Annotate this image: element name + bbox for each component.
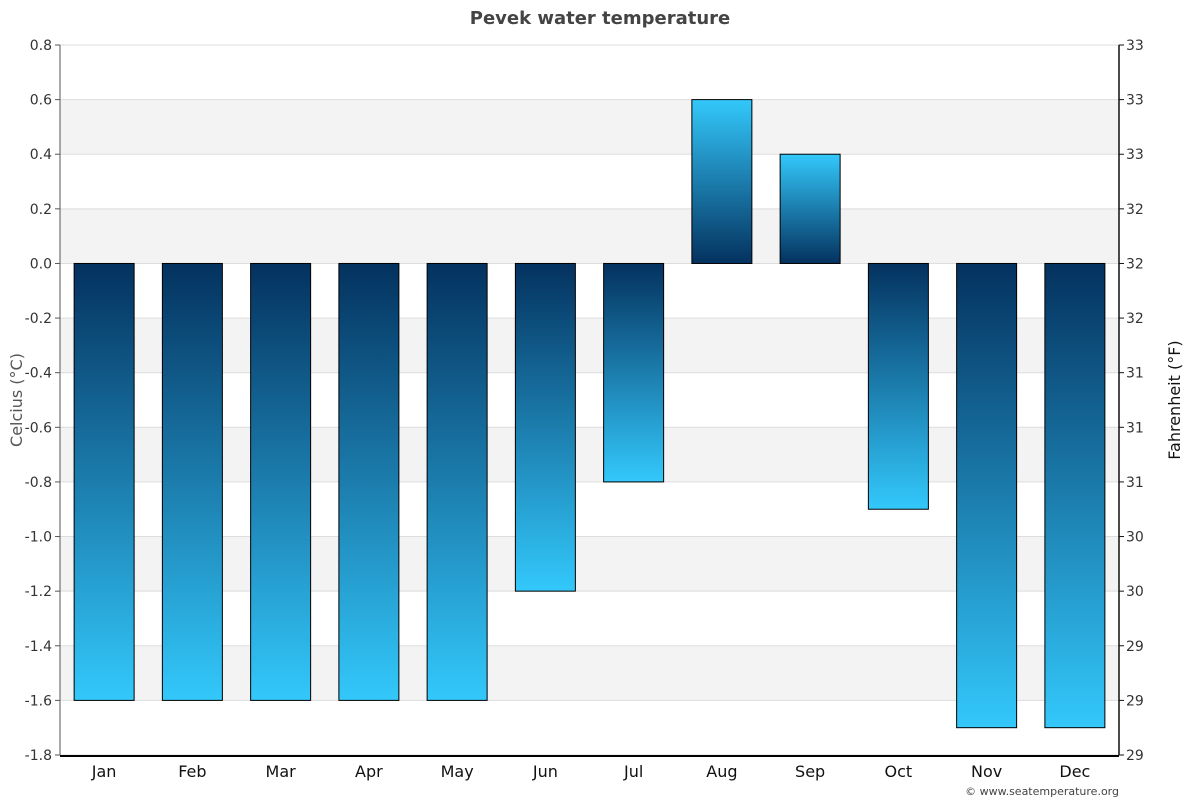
x-tick-label-nov: Nov bbox=[971, 762, 1002, 781]
y-axis-left-label: Celcius (°C) bbox=[7, 353, 26, 447]
plot-bands bbox=[60, 99, 1119, 701]
x-tick-label-sep: Sep bbox=[795, 762, 825, 781]
plot-band bbox=[60, 536, 1119, 592]
x-tick-label-mar: Mar bbox=[266, 762, 297, 781]
y-tick-label-left: -0.8 bbox=[25, 475, 52, 491]
y-tick-label-right: 32 bbox=[1126, 202, 1144, 218]
x-tick-label-dec: Dec bbox=[1059, 762, 1090, 781]
bar-dec bbox=[1044, 262, 1106, 729]
bar-jan bbox=[73, 262, 135, 701]
y-tick-label-left: 0.6 bbox=[30, 93, 52, 109]
y-tick-label-left: -1.4 bbox=[25, 639, 52, 655]
bar-sep bbox=[779, 153, 841, 264]
plot-band bbox=[60, 99, 1119, 155]
y-tick-label-left: -0.4 bbox=[25, 366, 52, 382]
x-tick-label-apr: Apr bbox=[355, 762, 383, 781]
y-tick-label-left: 0.0 bbox=[30, 256, 52, 272]
y-tick-label-right: 33 bbox=[1126, 38, 1144, 54]
plot-band bbox=[60, 645, 1119, 701]
y-tick-label-right: 31 bbox=[1126, 420, 1144, 436]
y-tick-label-right: 31 bbox=[1126, 366, 1144, 382]
x-tick-label-may: May bbox=[441, 762, 474, 781]
bar-feb bbox=[161, 262, 223, 701]
x-tick-label-aug: Aug bbox=[706, 762, 737, 781]
x-tick-label-feb: Feb bbox=[178, 762, 206, 781]
plot-band bbox=[60, 427, 1119, 482]
y-axis-right-label: Fahrenheit (°F) bbox=[1165, 340, 1184, 459]
y-tick-label-right: 29 bbox=[1126, 693, 1144, 709]
y-axis-right-ticks: 33 33 33 32 32 32 31 31 31 30 30 29 29 29 bbox=[1119, 38, 1144, 764]
y-tick-label-right: 29 bbox=[1126, 748, 1144, 764]
y-tick-label-left: 0.2 bbox=[30, 202, 52, 218]
y-axis-left-ticks: 0.8 0.6 0.4 0.2 0.0 -0.2 -0.4 -0.6 -0.8 -1.0 -1.2 -… bbox=[25, 38, 60, 764]
y-tick-label-right: 32 bbox=[1126, 256, 1144, 272]
bar-jul bbox=[603, 262, 665, 483]
x-tick-label-jan: Jan bbox=[91, 762, 117, 781]
bar-aug bbox=[691, 99, 753, 264]
bar-oct bbox=[867, 262, 929, 510]
y-tick-label-left: -1.2 bbox=[25, 584, 52, 600]
bar-may bbox=[426, 262, 488, 701]
y-tick-label-right: 29 bbox=[1126, 639, 1144, 655]
y-tick-label-left: -1.8 bbox=[25, 748, 52, 764]
gridlines bbox=[60, 44, 1119, 756]
y-tick-label-left: -1.0 bbox=[25, 530, 52, 546]
y-tick-label-left: 0.4 bbox=[30, 147, 52, 163]
plot-band bbox=[60, 208, 1119, 264]
y-tick-label-left: -1.6 bbox=[25, 693, 52, 709]
bar-mar bbox=[250, 262, 312, 701]
y-tick-label-right: 30 bbox=[1126, 584, 1144, 600]
y-tick-label-right: 33 bbox=[1126, 147, 1144, 163]
y-tick-label-right: 31 bbox=[1126, 475, 1144, 491]
bar-jun bbox=[514, 262, 576, 592]
x-tick-label-oct: Oct bbox=[885, 762, 913, 781]
y-tick-label-left: -0.2 bbox=[25, 311, 52, 327]
x-tick-label-jul: Jul bbox=[623, 762, 643, 781]
y-tick-label-right: 33 bbox=[1126, 93, 1144, 109]
plot-band bbox=[60, 318, 1119, 373]
source-credit: © www.seatemperature.org bbox=[965, 785, 1119, 798]
axes bbox=[59, 45, 1120, 757]
y-tick-label-right: 30 bbox=[1126, 530, 1144, 546]
y-tick-label-left: 0.8 bbox=[30, 38, 52, 54]
x-axis-ticks: Jan Feb Mar Apr May Jun Jul Aug Sep Oct Nov Dec bbox=[91, 762, 1091, 781]
bars bbox=[73, 99, 1106, 729]
x-tick-label-jun: Jun bbox=[532, 762, 558, 781]
bar-apr bbox=[338, 262, 400, 701]
y-tick-label-left: -0.6 bbox=[25, 420, 52, 436]
bar-nov bbox=[956, 262, 1018, 729]
chart-title: Pevek water temperature bbox=[470, 8, 731, 29]
y-tick-label-right: 32 bbox=[1126, 311, 1144, 327]
